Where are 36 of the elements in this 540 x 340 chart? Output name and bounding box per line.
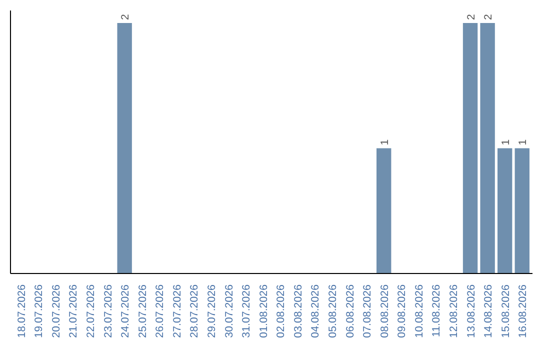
x-tick-label: 26.07.2026 [154, 284, 166, 338]
x-tick-label: 11.08.2026 [430, 284, 443, 338]
x-tick-label: 25.07.2026 [136, 284, 149, 338]
x-tick-label: 31.07.2026 [240, 284, 253, 338]
x-tick-label: 10.08.2026 [413, 284, 426, 338]
x-tick-label: 02.08.2026 [275, 284, 288, 338]
x-tick-label: 16.08.2026 [517, 284, 530, 338]
x-tick-label: 29.07.2026 [206, 284, 218, 338]
x-tick-label: 20.07.2026 [50, 284, 62, 338]
x-tick-label: 05.08.2026 [326, 284, 339, 338]
x-tick-label: 15.08.2026 [500, 284, 512, 338]
x-tick-label: 13.08.2026 [465, 284, 478, 338]
data-label: 1 [500, 139, 512, 146]
x-tick-label: 30.07.2026 [223, 284, 236, 338]
x-tick-label: 03.08.2026 [292, 284, 304, 338]
x-tick-label: 08.08.2026 [378, 284, 391, 338]
x-tick-label: 04.08.2026 [310, 284, 322, 338]
x-tick-label: 27.07.2026 [171, 284, 184, 338]
data-label: 2 [120, 14, 132, 20]
data-label: 2 [482, 14, 495, 20]
x-tick-label: 09.08.2026 [396, 284, 408, 338]
x-tick-label: 23.07.2026 [102, 284, 114, 338]
x-tick-label: 06.08.2026 [344, 284, 356, 338]
data-label: 1 [517, 139, 530, 146]
x-tick-label: 24.07.2026 [120, 284, 132, 338]
x-tick-label: 22.07.2026 [85, 284, 98, 338]
x-tick-label: 12.08.2026 [448, 284, 460, 338]
data-label: 2 [465, 14, 478, 20]
x-tick-label: 21.07.2026 [68, 284, 80, 338]
data-label: 1 [378, 139, 391, 146]
x-tick-label: 19.07.2026 [33, 284, 46, 338]
x-tick-label: 01.08.2026 [258, 284, 270, 338]
x-tick-label: 18.07.2026 [16, 284, 28, 338]
x-tick-label: 07.08.2026 [362, 284, 374, 338]
x-tick-label: 14.08.2026 [482, 284, 495, 338]
x-tick-label: 28.07.2026 [188, 284, 201, 338]
